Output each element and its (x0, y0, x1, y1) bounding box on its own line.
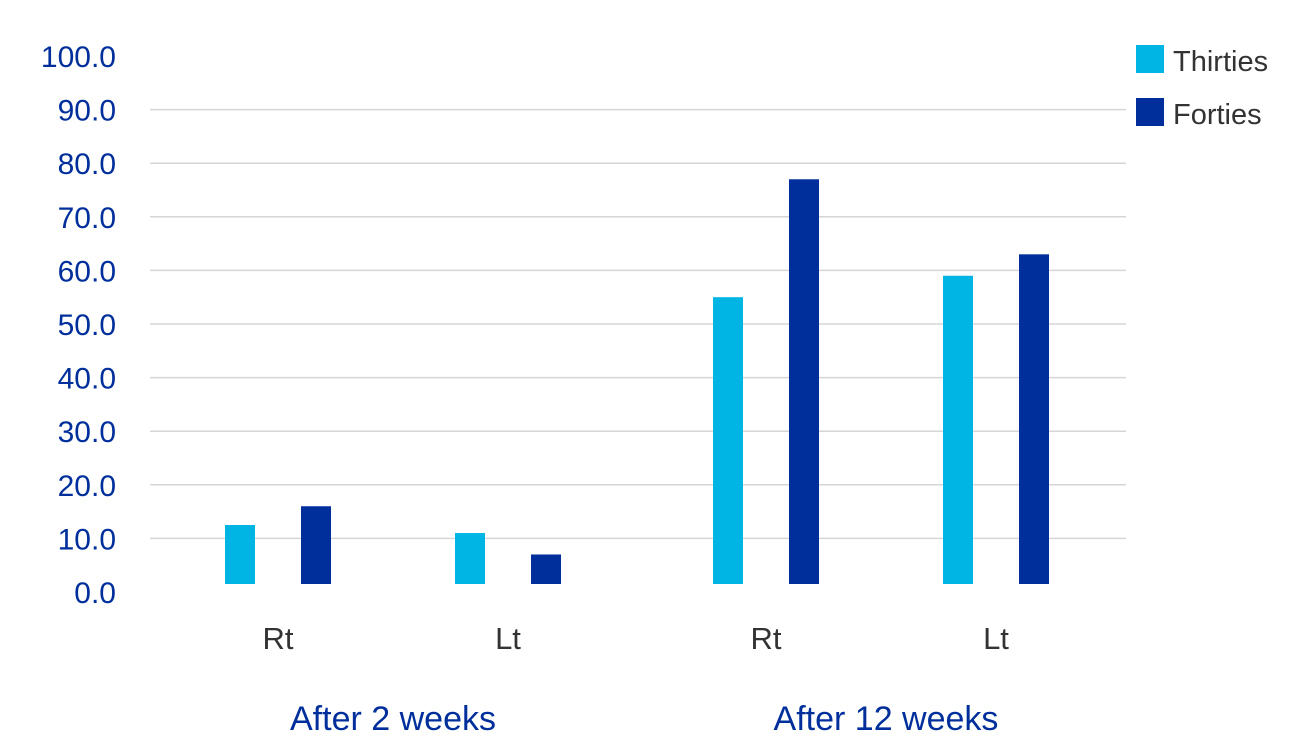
bar-thirties (225, 525, 255, 584)
category-label: Lt (495, 621, 521, 656)
category-label: Rt (751, 621, 782, 656)
y-tick-label: 20.0 (58, 470, 116, 503)
y-axis-ticks: 0.0 10.0 20.0 30.0 40.0 50.0 60.0 70.0 80.0 90.0 1… (41, 41, 116, 610)
gridlines (150, 108, 1126, 540)
legend-label-thirties: Thirties (1173, 46, 1268, 78)
bars (225, 179, 1049, 584)
bar-thirties (943, 275, 973, 584)
legend-label-forties: Forties (1173, 99, 1262, 131)
bar-forties (1019, 254, 1049, 584)
bar-forties (531, 554, 561, 584)
y-tick-label: 0.0 (74, 577, 116, 610)
y-tick-label: 30.0 (58, 416, 116, 449)
group-labels: After 2 weeks After 12 weeks (290, 700, 998, 738)
group-label: After 12 weeks (774, 700, 999, 738)
legend-swatch-forties (1136, 98, 1164, 126)
y-tick-label: 80.0 (58, 148, 116, 181)
y-tick-label: 10.0 (58, 523, 116, 556)
legend-swatch-thirties (1136, 45, 1164, 73)
bar-thirties (455, 533, 485, 584)
y-tick-label: 100.0 (41, 41, 116, 74)
y-tick-label: 50.0 (58, 309, 116, 342)
bar-forties (789, 179, 819, 584)
category-label: Lt (983, 621, 1009, 656)
bar-thirties (713, 297, 743, 584)
legend: Thirties Forties (1136, 45, 1268, 131)
category-labels: Rt Lt Rt Lt (263, 621, 1010, 656)
y-tick-label: 90.0 (58, 95, 116, 128)
bar-forties (301, 506, 331, 584)
y-tick-label: 70.0 (58, 202, 116, 235)
group-label: After 2 weeks (290, 700, 496, 738)
y-tick-label: 60.0 (58, 255, 116, 288)
y-tick-label: 40.0 (58, 363, 116, 396)
category-label: Rt (263, 621, 294, 656)
